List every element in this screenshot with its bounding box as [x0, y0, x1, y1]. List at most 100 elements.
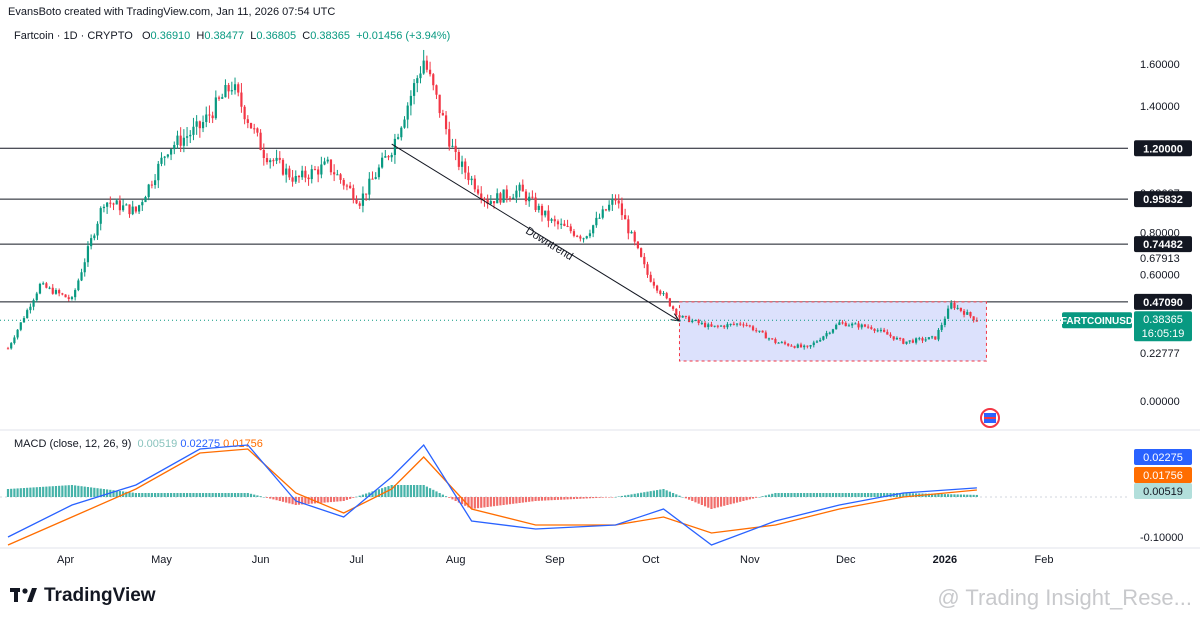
candle-body [457, 152, 460, 167]
candle-body [643, 256, 646, 265]
macd-histogram-bar [655, 490, 659, 497]
macd-histogram-bar [329, 497, 333, 503]
candle-body [655, 285, 659, 291]
macd-histogram-bar [537, 497, 540, 501]
macd-histogram-bar [492, 497, 496, 507]
candle-body [307, 177, 310, 180]
candle-body [691, 320, 694, 323]
macd-histogram-bar [13, 488, 16, 497]
candle-body [205, 114, 208, 123]
candle-body [745, 324, 748, 326]
macd-histogram-bar [694, 497, 697, 503]
candle-body [895, 337, 899, 340]
candle-body [556, 221, 560, 225]
macd-histogram-bar [381, 488, 384, 497]
candle-body [531, 196, 534, 198]
candle-body [608, 204, 611, 211]
macd-histogram-bar [153, 493, 157, 497]
candle-body [141, 202, 144, 206]
candle-body [291, 177, 294, 182]
close-label: C [302, 30, 311, 42]
candle-body [774, 339, 777, 343]
macd-histogram-bar [719, 497, 723, 507]
candle-body [464, 161, 467, 173]
macd-histogram-bar [96, 488, 99, 497]
candle-body [166, 154, 169, 157]
macd-histogram-bar [368, 492, 371, 497]
candle-body [694, 320, 697, 322]
candle-body [822, 336, 825, 340]
candle-body [563, 223, 566, 226]
macd-histogram-bar [550, 497, 553, 501]
macd-histogram-bar [857, 493, 860, 497]
candle-body [863, 324, 867, 327]
candle-body [876, 330, 879, 332]
candle-body [460, 161, 464, 167]
macd-histogram-bar [406, 485, 409, 497]
close-value: 0.38365 [310, 30, 350, 42]
candle-body [211, 115, 214, 119]
candle-body [438, 94, 441, 114]
candle-body [371, 178, 374, 180]
macd-histogram-bar [678, 495, 681, 497]
macd-histogram-bar [412, 485, 416, 497]
macd-histogram-bar [396, 485, 400, 497]
candle-body [70, 297, 74, 299]
high-label: H [196, 30, 205, 42]
candle-body [630, 231, 633, 234]
candle-body [425, 60, 428, 70]
x-axis-tick-label: Feb [1035, 554, 1054, 566]
macd-histogram-bar [137, 493, 141, 497]
macd-histogram-bar [521, 497, 524, 503]
candle-body [576, 235, 579, 237]
macd-histogram-bar [502, 497, 505, 505]
macd-histogram-bar [150, 493, 153, 497]
macd-histogram-bar [518, 497, 521, 503]
macd-histogram-bar [99, 488, 102, 497]
macd-histogram-bar [70, 485, 74, 497]
macd-histogram-bar [671, 493, 675, 497]
candle-body [467, 172, 470, 181]
macd-histogram-bar [703, 497, 707, 507]
candle-body [230, 90, 233, 92]
macd-histogram-bar [796, 493, 799, 497]
macd-histogram-bar [751, 497, 755, 499]
candle-body [828, 332, 831, 334]
price-axis-tick-label: 1.60000 [1140, 59, 1180, 71]
candle-body [150, 184, 153, 186]
macd-histogram-bar [748, 497, 751, 500]
macd-histogram-bar [684, 497, 687, 499]
x-axis-tick-label: Sep [545, 554, 565, 566]
macd-histogram-bar [950, 494, 953, 497]
macd-histogram-bar [844, 493, 847, 497]
macd-histogram-bar [614, 497, 617, 498]
macd-histogram-bar [393, 485, 397, 497]
macd-histogram-bar [630, 494, 633, 497]
macd-histogram-bar [77, 485, 80, 497]
macd-histogram-bar [444, 496, 448, 497]
candle-body [758, 330, 761, 332]
macd-histogram-bar [435, 491, 438, 497]
macd-value-tag-label: 0.01756 [1143, 470, 1183, 482]
candle-body [169, 149, 173, 155]
macd-histogram-bar [790, 493, 793, 497]
candle-body [505, 189, 508, 198]
candle-body [783, 342, 787, 344]
macd-histogram-bar [38, 487, 42, 497]
macd-histogram-bar [224, 493, 227, 497]
macd-histogram-bar [425, 486, 428, 497]
candle-body [544, 210, 547, 216]
macd-histogram-bar [22, 488, 26, 497]
candle-body [48, 287, 51, 289]
x-axis-tick-label: Jun [252, 554, 270, 566]
macd-histogram-bar [499, 497, 502, 506]
candle-body [620, 203, 624, 216]
macd-histogram-bar [576, 497, 579, 499]
candle-body [512, 197, 515, 199]
candle-body [365, 193, 368, 195]
macd-histogram-bar [32, 487, 35, 497]
macd-histogram-bar [883, 493, 886, 497]
macd-histogram-bar [19, 488, 22, 497]
candle-body [540, 205, 544, 216]
